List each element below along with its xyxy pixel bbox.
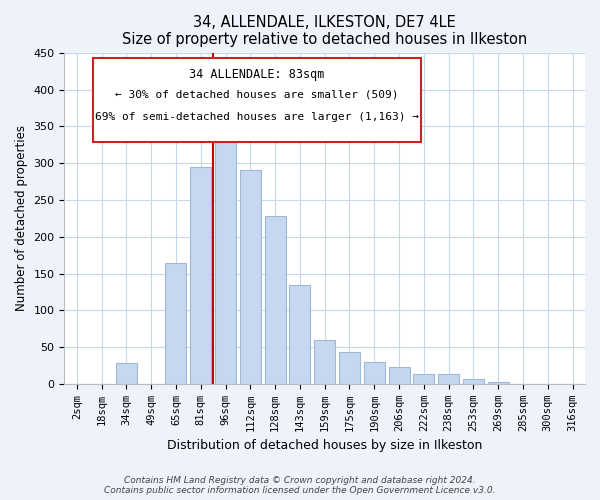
Bar bbox=[463, 379, 484, 384]
Bar bbox=[389, 367, 410, 384]
Bar bbox=[289, 284, 310, 384]
Bar bbox=[438, 374, 459, 384]
Bar bbox=[166, 262, 187, 384]
X-axis label: Distribution of detached houses by size in Ilkeston: Distribution of detached houses by size … bbox=[167, 440, 482, 452]
Title: 34, ALLENDALE, ILKESTON, DE7 4LE
Size of property relative to detached houses in: 34, ALLENDALE, ILKESTON, DE7 4LE Size of… bbox=[122, 15, 527, 48]
Bar bbox=[314, 340, 335, 384]
Y-axis label: Number of detached properties: Number of detached properties bbox=[15, 126, 28, 312]
Bar bbox=[265, 216, 286, 384]
Bar bbox=[240, 170, 261, 384]
Text: Contains HM Land Registry data © Crown copyright and database right 2024.
Contai: Contains HM Land Registry data © Crown c… bbox=[104, 476, 496, 495]
Bar bbox=[215, 112, 236, 384]
Bar bbox=[488, 382, 509, 384]
Text: ← 30% of detached houses are smaller (509): ← 30% of detached houses are smaller (50… bbox=[115, 89, 399, 99]
Bar bbox=[364, 362, 385, 384]
Text: 34 ALLENDALE: 83sqm: 34 ALLENDALE: 83sqm bbox=[190, 68, 325, 80]
FancyBboxPatch shape bbox=[93, 58, 421, 142]
Text: 69% of semi-detached houses are larger (1,163) →: 69% of semi-detached houses are larger (… bbox=[95, 112, 419, 122]
Bar bbox=[116, 364, 137, 384]
Bar bbox=[339, 352, 360, 384]
Bar bbox=[413, 374, 434, 384]
Bar bbox=[190, 167, 211, 384]
